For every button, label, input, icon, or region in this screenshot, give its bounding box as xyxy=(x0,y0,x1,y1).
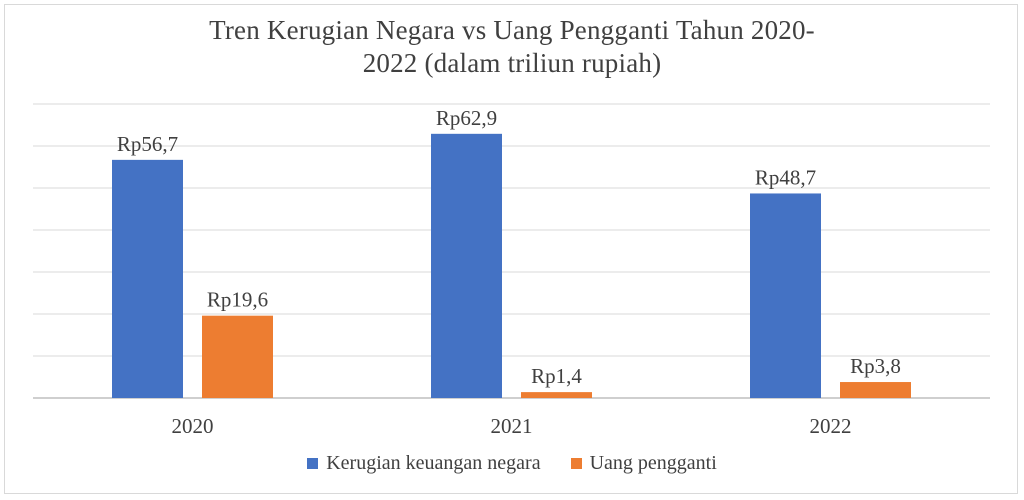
bar-kerugian-2020 xyxy=(112,159,183,398)
bar-uang-pengganti-2021 xyxy=(521,392,592,398)
bar-kerugian-2021 xyxy=(431,133,502,398)
legend: Kerugian keuangan negara Uang pengganti xyxy=(0,452,1024,475)
legend-swatch-kerugian xyxy=(307,458,319,469)
bar-uang-pengganti-2020 xyxy=(202,315,273,398)
legend-label-uang-pengganti: Uang pengganti xyxy=(589,452,717,474)
data-label-kerugian-2020: Rp56,7 xyxy=(117,132,178,156)
x-tick-label-2021: 2021 xyxy=(491,414,533,438)
data-label-uang-pengganti-2022: Rp3,8 xyxy=(850,354,901,378)
data-label-uang-pengganti-2020: Rp19,6 xyxy=(207,288,268,312)
data-label-kerugian-2021: Rp62,9 xyxy=(436,106,497,130)
data-label-uang-pengganti-2021: Rp1,4 xyxy=(531,364,582,388)
legend-swatch-uang-pengganti xyxy=(570,458,582,469)
chart-title-line-2: 2022 (dalam triliun rupiah) xyxy=(362,48,662,78)
bar-uang-pengganti-2022 xyxy=(840,382,911,398)
bar-kerugian-2022 xyxy=(750,193,821,398)
x-tick-label-2022: 2022 xyxy=(810,414,852,438)
chart-title: Tren Kerugian Negara vs Uang Pengganti T… xyxy=(0,14,1024,80)
legend-item-kerugian: Kerugian keuangan negara xyxy=(307,452,541,475)
legend-item-uang-pengganti: Uang pengganti xyxy=(570,452,717,475)
x-tick-label-2020: 2020 xyxy=(172,414,214,438)
chart-title-line-1: Tren Kerugian Negara vs Uang Pengganti T… xyxy=(209,15,815,45)
legend-label-kerugian: Kerugian keuangan negara xyxy=(326,452,541,474)
data-label-kerugian-2022: Rp48,7 xyxy=(755,165,816,189)
